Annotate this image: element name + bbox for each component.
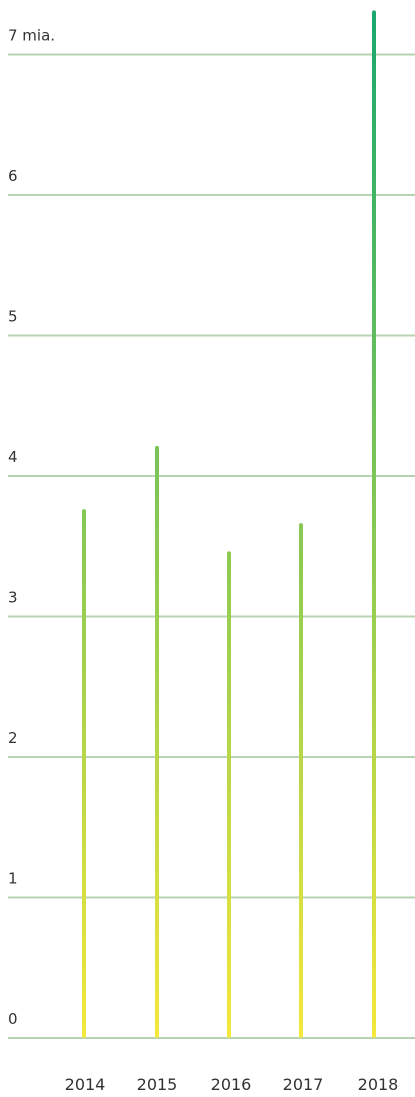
x-tick-label: 2018 xyxy=(358,1075,399,1094)
x-tick-label: 2017 xyxy=(283,1075,324,1094)
x-tick-label: 2014 xyxy=(65,1075,106,1094)
x-tick-label: 2016 xyxy=(211,1075,252,1094)
y-tick-label: 1 xyxy=(8,870,18,888)
y-tick-label: 5 xyxy=(8,308,18,326)
x-axis-labels: 2014 2015 2016 2017 2018 xyxy=(65,1075,399,1094)
y-tick-label: 3 xyxy=(8,589,18,607)
y-tick-label: 2 xyxy=(8,729,18,747)
x-tick-label: 2015 xyxy=(137,1075,178,1094)
bar-layer xyxy=(82,10,376,1038)
grid-layer: 0 1 2 3 4 5 6 7 mia. xyxy=(8,27,415,1039)
y-tick-label: 0 xyxy=(8,1010,18,1028)
y-tick-label: 4 xyxy=(8,448,18,466)
y-tick-label: 6 xyxy=(8,167,18,185)
y-tick-label: 7 mia. xyxy=(8,27,55,45)
